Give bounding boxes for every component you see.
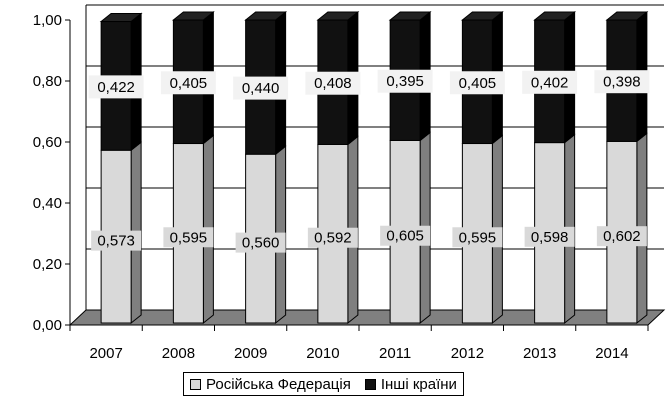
x-tick-label-2011: 2011 xyxy=(379,345,411,362)
data-label-bg-russia-2014 xyxy=(596,226,647,247)
y-tick-label-2: 0,40 xyxy=(33,195,62,212)
legend: Російська Федерація Інші країни xyxy=(183,372,464,396)
data-label-bg-other-2011 xyxy=(377,69,433,93)
data-label-bg-russia-2009 xyxy=(235,232,286,253)
legend-swatch-other xyxy=(364,378,376,390)
data-label-other-2012: 0,405 xyxy=(459,75,497,92)
data-label-russia-2010: 0,592 xyxy=(314,230,352,247)
data-label-bg-other-2010 xyxy=(305,71,361,95)
y-tick-label-3: 0,60 xyxy=(33,134,62,151)
legend-swatch-russia xyxy=(190,378,201,390)
x-tick-label-2007: 2007 xyxy=(89,345,122,362)
data-label-russia-2007: 0,573 xyxy=(97,233,135,250)
legend-item-russia: Російська Федерація xyxy=(190,376,351,393)
data-label-other-2010: 0,408 xyxy=(314,75,352,92)
data-label-other-2011: 0,395 xyxy=(386,73,424,90)
x-tick-label-2009: 2009 xyxy=(234,345,267,362)
y-tick-label-5: 1,00 xyxy=(33,12,62,29)
legend-label-other: Інші країни xyxy=(380,375,457,393)
y-tick-label-1: 0,20 xyxy=(33,256,62,273)
data-label-russia-2008: 0,595 xyxy=(170,229,208,246)
x-tick-label-2013: 2013 xyxy=(523,345,556,362)
data-label-bg-other-2012 xyxy=(449,71,505,95)
data-label-other-2014: 0,398 xyxy=(603,74,641,91)
data-label-other-2013: 0,402 xyxy=(531,74,569,91)
data-label-other-2007: 0,422 xyxy=(97,79,135,96)
data-label-russia-2014: 0,602 xyxy=(603,228,641,245)
x-tick-label-2012: 2012 xyxy=(451,345,484,362)
data-label-bg-other-2009 xyxy=(233,76,289,100)
x-tick-label-2008: 2008 xyxy=(162,345,195,362)
data-label-russia-2009: 0,560 xyxy=(242,235,280,252)
data-label-bg-russia-2010 xyxy=(307,227,358,248)
y-tick-label-0: 0,00 xyxy=(33,317,62,334)
data-label-russia-2011: 0,605 xyxy=(386,228,424,245)
legend-label-russia: Російська Федерація xyxy=(206,375,351,393)
data-label-other-2008: 0,405 xyxy=(170,75,208,92)
legend-item-other: Інші країни xyxy=(364,375,457,393)
data-label-russia-2013: 0,598 xyxy=(531,229,569,246)
data-label-bg-other-2007 xyxy=(88,75,144,99)
data-label-bg-russia-2013 xyxy=(524,226,575,247)
x-tick-label-2010: 2010 xyxy=(306,345,339,362)
data-label-bg-russia-2007 xyxy=(91,230,142,251)
data-label-bg-russia-2011 xyxy=(380,225,431,246)
data-label-bg-russia-2008 xyxy=(163,227,214,248)
data-label-bg-russia-2012 xyxy=(452,227,503,248)
data-label-russia-2012: 0,595 xyxy=(459,229,497,246)
data-label-other-2009: 0,440 xyxy=(242,80,280,97)
y-tick-label-4: 0,80 xyxy=(33,73,62,90)
x-tick-label-2014: 2014 xyxy=(595,345,628,362)
data-label-bg-other-2014 xyxy=(594,70,650,94)
data-label-bg-other-2013 xyxy=(522,70,578,94)
data-label-bg-other-2008 xyxy=(160,71,216,95)
